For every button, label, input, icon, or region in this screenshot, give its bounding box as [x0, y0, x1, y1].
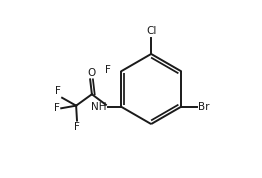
- Text: O: O: [87, 68, 95, 78]
- Text: F: F: [74, 122, 80, 132]
- Text: F: F: [105, 65, 111, 75]
- Text: F: F: [54, 103, 60, 113]
- Text: Cl: Cl: [146, 27, 156, 36]
- Text: NH: NH: [91, 102, 107, 112]
- Text: F: F: [55, 86, 61, 96]
- Text: Br: Br: [198, 101, 210, 112]
